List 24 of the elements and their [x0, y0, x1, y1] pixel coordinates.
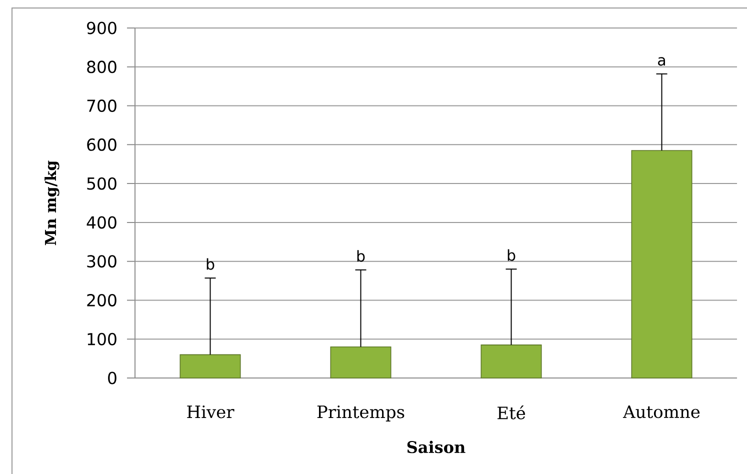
bar: [480, 344, 542, 378]
y-tick-label: 500: [87, 177, 116, 190]
x-tick-label: Printemps: [317, 406, 404, 422]
y-tick-label: 0: [108, 372, 116, 384]
y-tick-label: 900: [87, 22, 116, 34]
y-tick-label: 800: [87, 60, 116, 74]
annotation: b: [357, 250, 365, 262]
y-tick-label: 100: [88, 332, 116, 346]
y-axis-title: Mn mg/kg: [44, 160, 60, 246]
x-tick-label: Automne: [622, 406, 700, 418]
annotation: a: [658, 57, 665, 66]
y-tick-label: 300: [87, 255, 116, 268]
x-tick-label: Hiver: [187, 406, 234, 418]
x-tick-label: Eté: [498, 406, 526, 420]
y-tick-label: 600: [87, 138, 116, 151]
y-tick-label: 200: [87, 294, 116, 306]
x-axis-title: Saison: [407, 440, 466, 454]
annotation: b: [508, 249, 516, 261]
y-tick-label: 400: [86, 216, 116, 229]
annotation: b: [206, 258, 214, 270]
bar: [180, 354, 241, 378]
y-tick-label: 700: [87, 100, 116, 112]
bar: [330, 346, 392, 378]
bar: [631, 150, 692, 378]
